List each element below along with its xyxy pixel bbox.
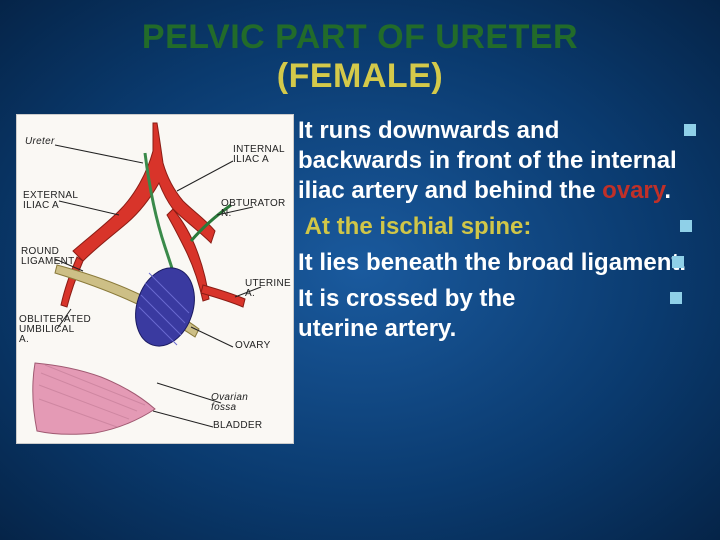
bullet-icon bbox=[672, 256, 684, 268]
p1-text: It runs downwards and backwards in front… bbox=[298, 117, 677, 204]
text-column: It runs downwards and backwards in front… bbox=[298, 114, 690, 444]
p4-text-a: It is crossed by the bbox=[298, 285, 515, 312]
label-obturator-n: OBTURATOR N. bbox=[221, 199, 293, 219]
bullet-icon bbox=[680, 220, 692, 232]
bullet-icon bbox=[684, 124, 696, 136]
anatomy-diagram: Ureter INTERNALILIAC A EXTERNALILIAC A O… bbox=[16, 114, 294, 444]
p4-text-b: uterine artery. bbox=[298, 315, 456, 342]
label-uterine-a: UTERINE A. bbox=[245, 279, 293, 299]
paragraph-1: It runs downwards and backwards in front… bbox=[298, 116, 690, 206]
bullet-icon bbox=[670, 292, 682, 304]
paragraph-3: It lies beneath the broad ligament. bbox=[298, 248, 690, 278]
label-internal-iliac: INTERNALILIAC A bbox=[233, 145, 285, 165]
p2-text: At the ischial spine: bbox=[298, 213, 531, 240]
label-bladder: BLADDER bbox=[213, 421, 262, 431]
label-round-ligament: ROUNDLIGAMENT bbox=[21, 247, 75, 267]
label-obliterated: OBLITERATEDUMBILICALA. bbox=[19, 315, 91, 345]
label-ureter: Ureter bbox=[25, 137, 55, 147]
title-line-1: PELVIC PART OF URETER bbox=[40, 18, 680, 57]
content-row: Ureter INTERNALILIAC A EXTERNALILIAC A O… bbox=[0, 106, 720, 444]
p3-text: It lies beneath the broad ligament. bbox=[298, 249, 686, 276]
title-line-2: (FEMALE) bbox=[40, 57, 680, 96]
paragraph-2: At the ischial spine: bbox=[298, 212, 690, 242]
slide-title: PELVIC PART OF URETER (FEMALE) bbox=[0, 0, 720, 106]
label-external-iliac: EXTERNALILIAC A bbox=[23, 191, 78, 211]
label-ovary: OVARY bbox=[235, 341, 271, 351]
paragraph-4: It is crossed by the uterine artery. bbox=[298, 284, 690, 344]
label-ovarian-fossa: Ovarianfossa bbox=[211, 393, 248, 413]
